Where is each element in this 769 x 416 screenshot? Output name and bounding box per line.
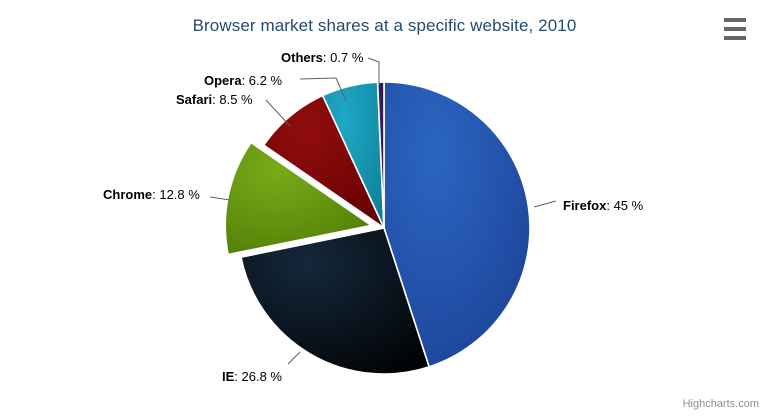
data-label-value: : 8.5 % (212, 92, 253, 107)
connector-opera (299, 77, 347, 102)
data-label-name: Chrome (103, 187, 153, 202)
data-label-connector-group (209, 57, 557, 365)
data-label-safari: Safari: 8.5 % (176, 92, 253, 107)
connector-firefox (533, 200, 557, 208)
data-label-value: : 45 % (606, 198, 644, 213)
data-label-name: Opera (204, 73, 242, 88)
highcharts-credits-link[interactable]: Highcharts.com (682, 398, 759, 410)
pie-slice-group (224, 81, 531, 375)
chart-title: Browser market shares at a specific webs… (192, 16, 577, 35)
hamburger-bar-1 (724, 18, 746, 22)
data-label-value: : 0.7 % (322, 50, 364, 65)
data-label-chrome: Chrome: 12.8 % (103, 187, 200, 202)
connector-others (367, 57, 380, 85)
pie-slice-firefox[interactable] (383, 81, 531, 368)
data-label-name: Others (281, 50, 323, 65)
pie-slice-ie[interactable] (239, 227, 431, 375)
data-label-value: : 26.8 % (234, 369, 282, 384)
hamburger-menu-icon[interactable] (724, 18, 750, 40)
data-label-name: Firefox (563, 198, 607, 213)
connector-chrome (209, 196, 231, 201)
pie-slice-others[interactable] (376, 81, 385, 229)
data-label-value: : 12.8 % (152, 187, 200, 202)
pie-slice-chrome[interactable] (224, 141, 374, 256)
data-label-value: : 6.2 % (241, 73, 283, 88)
data-label-others: Others: 0.7 % (281, 50, 363, 65)
hamburger-bar-2 (724, 27, 746, 31)
data-label-ie: IE: 26.8 % (222, 369, 282, 384)
data-label-opera: Opera: 6.2 % (204, 73, 282, 88)
hamburger-bar-3 (724, 36, 746, 40)
connector-ie (287, 351, 301, 365)
connector-safari (265, 99, 291, 127)
data-label-name: IE (222, 369, 235, 384)
data-label-name: Safari (176, 92, 213, 107)
data-label-firefox: Firefox: 45 % (563, 198, 643, 213)
